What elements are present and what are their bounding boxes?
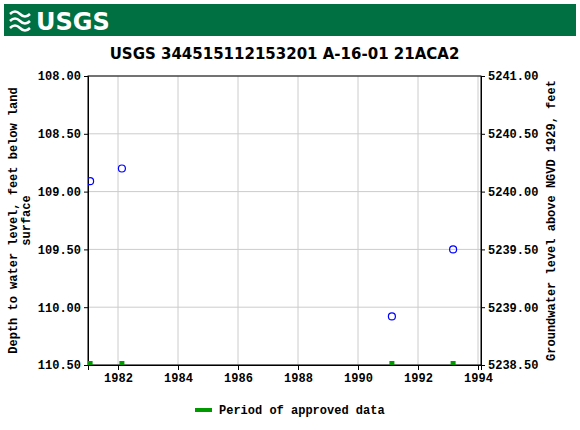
tick: 109.50 <box>38 244 88 258</box>
grid-line-x <box>298 76 299 365</box>
tick: 5238.50 <box>481 359 538 373</box>
grid-line-y <box>88 133 481 134</box>
tick-label: 5240.50 <box>488 128 538 142</box>
tick-mark <box>481 134 485 135</box>
tick-mark <box>481 249 485 250</box>
tick-label: 5239.00 <box>488 302 538 316</box>
tick-label: 1982 <box>104 372 133 386</box>
grid-line-x <box>178 76 179 365</box>
legend: Period of approved data <box>195 404 385 418</box>
tick: 1992 <box>404 365 433 386</box>
legend-label: Period of approved data <box>219 404 385 418</box>
tick-label: 1992 <box>404 372 433 386</box>
y2-axis-title: Groundwater level above NGVD 1929, feet <box>545 80 559 361</box>
tick: 5240.50 <box>481 128 538 142</box>
data-point <box>88 178 94 185</box>
header-text: USGS <box>36 8 110 36</box>
grid <box>88 76 481 365</box>
logo-wave <box>10 12 30 17</box>
tick-mark <box>481 76 485 77</box>
logo-wave <box>10 26 30 31</box>
tick-label: 5238.50 <box>488 359 538 373</box>
logo <box>10 12 30 31</box>
tick: 5241.00 <box>481 70 538 84</box>
tick-label: 110.50 <box>38 359 81 373</box>
approved-mark <box>451 361 456 365</box>
tick-mark <box>418 365 419 370</box>
tick-mark <box>481 192 485 193</box>
grid-line-y <box>88 191 481 192</box>
grid-line-x <box>238 76 239 365</box>
tick-mark <box>481 307 485 308</box>
plot-frame <box>88 76 481 365</box>
tick-mark <box>481 365 485 366</box>
series <box>88 361 456 365</box>
tick-label: 5241.00 <box>488 70 538 84</box>
tick-label: 108.50 <box>38 128 81 142</box>
tick-mark <box>478 365 479 370</box>
marks <box>88 165 457 365</box>
grid-line-y <box>88 249 481 250</box>
tick: 110.50 <box>38 359 88 373</box>
y-axis-title: Depth to water level, feet below land <box>7 87 21 353</box>
axis-line <box>482 77 486 366</box>
tick-label: 1984 <box>164 372 193 386</box>
tick-mark <box>84 365 88 366</box>
tick: 1990 <box>344 365 373 386</box>
tick: 108.00 <box>38 70 88 84</box>
data-point <box>388 313 395 320</box>
y2-axis: 5241.00 5240.50 5240.00 5239.50 5239.00 5238.… <box>481 70 538 373</box>
tick: 5239.50 <box>481 244 538 258</box>
tick: 5239.00 <box>481 302 538 316</box>
tick: 1982 <box>104 365 133 386</box>
x-axis: 1982 1984 1986 1988 1990 1992 1994 <box>89 365 493 386</box>
tick-label: 109.00 <box>38 186 81 200</box>
tick-label: 110.00 <box>38 302 81 316</box>
grid-line-x <box>418 76 419 365</box>
tick-label: 108.00 <box>38 70 81 84</box>
series <box>88 165 457 320</box>
chart: USGSUSGS 344515112153201 A-16-01 21ACA2 1… <box>0 0 580 430</box>
tick-mark <box>238 365 239 370</box>
tick-label: 1994 <box>464 372 493 386</box>
grid-line-x <box>358 76 359 365</box>
logo-wave <box>10 19 30 24</box>
tick-mark <box>84 76 88 77</box>
tick: 1986 <box>224 365 253 386</box>
approved-mark <box>389 361 394 365</box>
y-axis-title: surface <box>20 195 34 245</box>
tick-mark <box>358 365 359 370</box>
header-bar <box>4 4 576 36</box>
grid-line-y <box>88 307 481 308</box>
tick: 1984 <box>164 365 193 386</box>
tick-mark <box>178 365 179 370</box>
tick: 109.00 <box>38 186 88 200</box>
tick-mark <box>84 134 88 135</box>
grid-line-x <box>478 76 479 365</box>
tick-label: 1990 <box>344 372 373 386</box>
tick: 110.00 <box>38 302 88 316</box>
tick-label: 1988 <box>284 372 313 386</box>
grid-line-x <box>118 76 119 365</box>
tick-label: 5239.50 <box>488 244 538 258</box>
tick-label: 1986 <box>224 372 253 386</box>
tick: 108.50 <box>38 128 88 142</box>
approved-mark <box>119 361 124 365</box>
y-axis: 108.00 108.50 109.00 109.50 110.00 110.50 <box>38 70 89 373</box>
tick-mark <box>84 192 88 193</box>
axis-line <box>89 366 482 371</box>
tick: 5240.00 <box>481 186 538 200</box>
tick: 1988 <box>284 365 313 386</box>
legend-swatch <box>195 408 212 412</box>
title: USGS 344515112153201 A-16-01 21ACA2 <box>110 45 460 63</box>
tick-mark <box>118 365 119 370</box>
tick-mark <box>298 365 299 370</box>
tick-mark <box>84 249 88 250</box>
tick-mark <box>84 307 88 308</box>
approved-mark <box>88 361 93 365</box>
tick-label: 5240.00 <box>488 186 538 200</box>
tick-label: 109.50 <box>38 244 81 258</box>
data-point <box>450 246 457 253</box>
data-point <box>118 165 125 172</box>
